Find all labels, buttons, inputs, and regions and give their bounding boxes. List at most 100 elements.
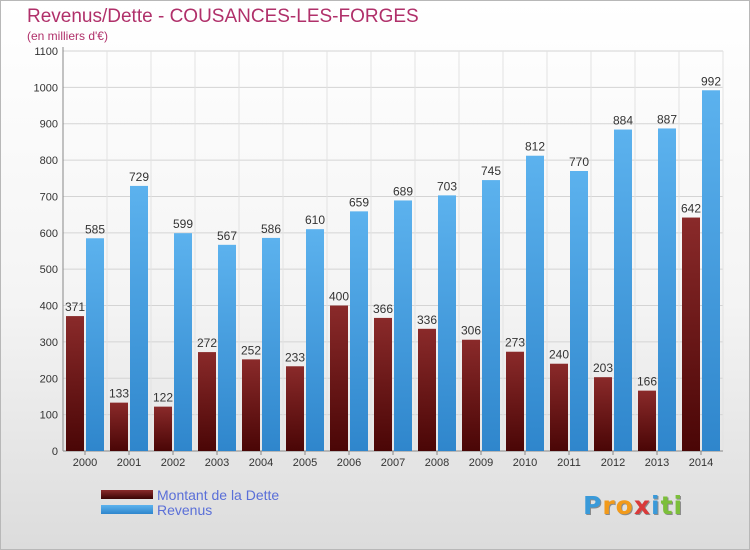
x-tick-label: 2004 bbox=[249, 457, 273, 469]
data-label-revenus: 585 bbox=[85, 222, 105, 236]
legend-swatch-dette bbox=[101, 490, 153, 499]
data-label-dette: 203 bbox=[593, 361, 613, 375]
legend: Montant de la Dette Revenus bbox=[101, 487, 279, 518]
x-tick-label: 2009 bbox=[469, 457, 493, 469]
x-tick-label: 2014 bbox=[689, 457, 713, 469]
data-label-dette: 336 bbox=[417, 313, 437, 327]
x-tick-label: 2005 bbox=[293, 457, 317, 469]
y-tick-label: 400 bbox=[40, 301, 58, 313]
x-tick-label: 2013 bbox=[645, 457, 669, 469]
bar-revenus bbox=[262, 237, 280, 451]
x-tick-label: 2000 bbox=[73, 457, 97, 469]
bar-dette bbox=[374, 317, 392, 451]
y-tick-label: 0 bbox=[52, 446, 58, 458]
data-label-dette: 133 bbox=[109, 387, 129, 401]
proxiti-logo: Proxiti bbox=[583, 491, 683, 520]
bar-revenus bbox=[482, 180, 500, 451]
bar-revenus bbox=[614, 129, 632, 451]
y-tick-label: 100 bbox=[40, 410, 58, 422]
bar-dette bbox=[154, 406, 172, 451]
data-label-dette: 233 bbox=[285, 350, 305, 364]
bar-dette bbox=[594, 377, 612, 451]
bar-dette bbox=[418, 328, 436, 451]
bar-revenus bbox=[394, 200, 412, 451]
logo-letter: r bbox=[602, 491, 616, 520]
y-tick-label: 900 bbox=[40, 119, 58, 131]
legend-item-revenus: Revenus bbox=[101, 501, 279, 518]
bar-dette bbox=[330, 305, 348, 451]
logo-letter: t bbox=[660, 491, 674, 520]
legend-item-dette: Montant de la Dette bbox=[101, 487, 279, 503]
bar-dette bbox=[506, 351, 524, 451]
bar-dette bbox=[682, 217, 700, 451]
data-label-revenus: 812 bbox=[525, 140, 545, 154]
bar-revenus bbox=[438, 195, 456, 451]
data-label-revenus: 689 bbox=[393, 184, 413, 198]
x-tick-label: 2010 bbox=[513, 457, 537, 469]
bar-revenus bbox=[570, 171, 588, 451]
bar-revenus bbox=[526, 155, 544, 451]
bar-revenus bbox=[86, 238, 104, 451]
data-label-dette: 400 bbox=[329, 290, 349, 304]
data-label-dette: 642 bbox=[681, 202, 701, 216]
bar-dette bbox=[66, 316, 84, 451]
logo-letter: P bbox=[583, 491, 603, 520]
data-label-dette: 306 bbox=[461, 324, 481, 338]
data-label-dette: 252 bbox=[241, 343, 261, 357]
x-tick-label: 2006 bbox=[337, 457, 361, 469]
logo-letter: x bbox=[633, 491, 651, 520]
y-tick-label: 200 bbox=[40, 373, 58, 385]
data-label-dette: 272 bbox=[197, 336, 217, 350]
data-label-revenus: 703 bbox=[437, 179, 457, 193]
data-label-revenus: 729 bbox=[129, 170, 149, 184]
chart-title: Revenus/Dette - COUSANCES-LES-FORGES bbox=[27, 6, 419, 27]
data-label-dette: 366 bbox=[373, 302, 393, 316]
legend-label-revenus: Revenus bbox=[157, 501, 213, 518]
data-label-revenus: 599 bbox=[173, 217, 193, 231]
y-tick-label: 1100 bbox=[34, 46, 58, 58]
y-tick-label: 1000 bbox=[34, 82, 58, 94]
bar-revenus bbox=[306, 229, 324, 451]
data-label-revenus: 770 bbox=[569, 155, 589, 169]
x-tick-label: 2011 bbox=[557, 457, 581, 469]
bar-dette bbox=[198, 352, 216, 451]
bar-dette bbox=[286, 366, 304, 451]
x-tick-label: 2012 bbox=[601, 457, 625, 469]
chart-subtitle: (en milliers d'€) bbox=[27, 29, 108, 43]
data-label-dette: 273 bbox=[505, 336, 525, 350]
data-label-revenus: 567 bbox=[217, 229, 237, 243]
y-tick-label: 800 bbox=[40, 155, 58, 167]
y-tick-label: 700 bbox=[40, 191, 58, 203]
bar-revenus bbox=[350, 211, 368, 451]
data-label-revenus: 884 bbox=[613, 114, 633, 128]
x-tick-label: 2003 bbox=[205, 457, 229, 469]
data-label-dette: 166 bbox=[637, 375, 657, 389]
data-label-revenus: 745 bbox=[481, 164, 501, 178]
bar-dette bbox=[242, 359, 260, 451]
data-label-dette: 371 bbox=[65, 300, 85, 314]
bar-dette bbox=[638, 390, 656, 451]
bar-revenus bbox=[130, 185, 148, 451]
data-label-revenus: 610 bbox=[305, 213, 325, 227]
y-tick-label: 600 bbox=[40, 228, 58, 240]
logo-letter: o bbox=[615, 491, 634, 520]
x-tick-label: 2008 bbox=[425, 457, 449, 469]
data-label-dette: 240 bbox=[549, 348, 569, 362]
data-label-revenus: 992 bbox=[701, 74, 721, 88]
bar-dette bbox=[550, 363, 568, 451]
x-tick-label: 2001 bbox=[117, 457, 141, 469]
logo-letter: i bbox=[651, 491, 661, 520]
legend-swatch-revenus bbox=[101, 505, 153, 514]
bar-revenus bbox=[658, 128, 676, 452]
logo-letter: i bbox=[673, 491, 684, 520]
bar-revenus bbox=[702, 90, 720, 451]
y-tick-label: 500 bbox=[40, 264, 58, 276]
data-label-dette: 122 bbox=[153, 391, 173, 405]
x-tick-label: 2007 bbox=[381, 457, 405, 469]
y-tick-label: 300 bbox=[40, 337, 58, 349]
bar-revenus bbox=[218, 244, 236, 451]
data-label-revenus: 586 bbox=[261, 222, 281, 236]
bar-dette bbox=[462, 339, 480, 451]
